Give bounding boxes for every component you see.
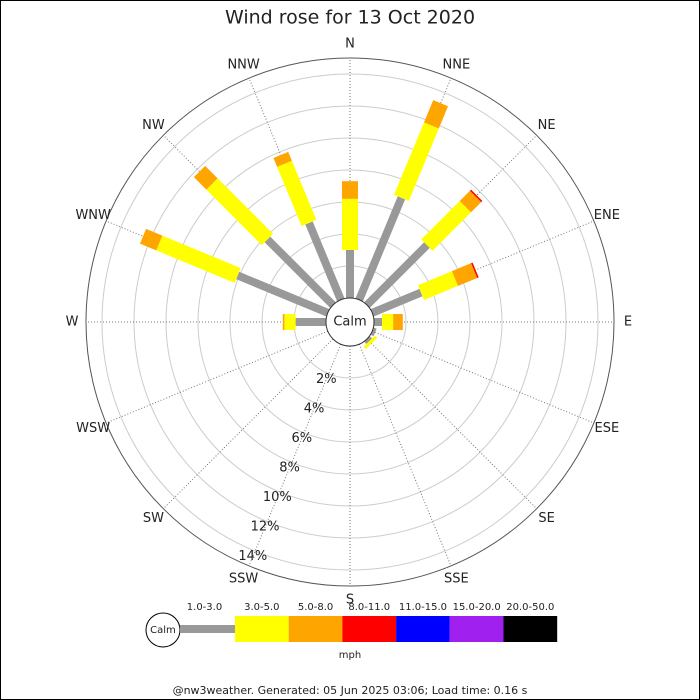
bar-segment — [156, 235, 241, 283]
bar-segment — [393, 314, 403, 330]
spoke — [105, 330, 329, 424]
direction-label: WSW — [76, 421, 110, 436]
legend-swatch — [449, 616, 504, 642]
legend-label: 1.0-3.0 — [187, 602, 222, 613]
bar-segment — [342, 181, 358, 199]
legend-label: 15.0-20.0 — [453, 602, 501, 613]
bar-segment — [342, 198, 358, 250]
legend-label: 3.0-5.0 — [244, 602, 279, 613]
bar-segment — [382, 314, 394, 330]
legend-swatch — [396, 616, 450, 642]
direction-label: E — [624, 315, 632, 330]
legend: Calm 1.0-3.0 3.0-5.0 5.0-8.0 8.0-11.0 11.0-1… — [145, 602, 558, 648]
spoke — [358, 343, 452, 567]
direction-label: NW — [142, 118, 165, 133]
grid-ring — [101, 73, 599, 571]
bar-segment — [364, 242, 430, 308]
bar-segment — [471, 262, 479, 278]
spoke — [366, 338, 538, 510]
legend-swatch — [503, 616, 558, 642]
direction-label: SSW — [229, 571, 259, 586]
bar-segment — [355, 196, 406, 302]
direction-label: S — [346, 593, 354, 608]
legend-label: 5.0-8.0 — [298, 602, 333, 613]
legend-swatch — [288, 616, 343, 642]
direction-label: ESE — [594, 421, 619, 436]
calm-circle — [325, 297, 375, 347]
bar-segment — [459, 190, 482, 213]
r-tick-label: 2% — [316, 372, 337, 387]
direction-label: W — [66, 315, 79, 330]
legend-swatch — [342, 616, 397, 642]
bar-segment — [277, 160, 317, 227]
direction-label: SE — [538, 511, 554, 526]
bar-segment — [305, 221, 345, 302]
bar-segment — [282, 314, 285, 330]
outer-ring — [85, 57, 615, 587]
bar-segment — [421, 200, 472, 251]
bar-segment — [370, 327, 377, 337]
grid-ring — [197, 169, 503, 475]
direction-label: NE — [538, 118, 556, 133]
legend-swatch — [235, 616, 289, 642]
bar-segment — [424, 100, 449, 129]
bar-segment — [451, 263, 478, 286]
bar-segment — [364, 336, 373, 345]
bar-segment — [417, 271, 459, 301]
calm-label: Calm — [333, 315, 366, 330]
bar-segment — [284, 314, 296, 330]
spoke — [371, 330, 595, 424]
bar-segment — [394, 122, 439, 201]
direction-label: NNW — [227, 58, 259, 73]
bars — [139, 100, 483, 350]
spoke — [248, 343, 342, 567]
bar-segment — [374, 318, 382, 326]
bar-segment — [469, 189, 483, 203]
legend-calm-label: Calm — [150, 625, 176, 636]
direction-label: ENE — [594, 208, 620, 223]
bar-segment — [139, 228, 163, 251]
legend-swatch — [180, 625, 235, 633]
direction-label: N — [345, 37, 355, 52]
r-tick-label: 8% — [279, 460, 300, 475]
legend-label: 20.0-50.0 — [506, 602, 554, 613]
bar-segment — [346, 250, 354, 298]
direction-label: SW — [143, 511, 164, 526]
bar-segment — [206, 178, 274, 246]
legend-unit: mph — [339, 650, 361, 661]
direction-label: SSE — [444, 571, 469, 586]
bar-segment — [273, 151, 292, 167]
bar-segment — [236, 271, 330, 317]
bar-segment — [193, 165, 218, 190]
direction-label: WNW — [75, 208, 111, 223]
chart-title: Wind rose for 13 Oct 2020 — [225, 7, 475, 29]
direction-label: NNE — [443, 58, 471, 73]
r-tick-label: 14% — [238, 549, 267, 564]
legend-label: 11.0-15.0 — [399, 602, 447, 613]
bar-segment — [295, 318, 326, 326]
footer: @nw3weather. Generated: 05 Jun 2025 03:0… — [173, 684, 528, 697]
bar-segment — [370, 288, 423, 317]
bar-segment — [363, 335, 378, 350]
legend-label: 8.0-11.0 — [348, 602, 390, 613]
bar-segment — [264, 236, 336, 308]
spoke — [162, 338, 334, 510]
